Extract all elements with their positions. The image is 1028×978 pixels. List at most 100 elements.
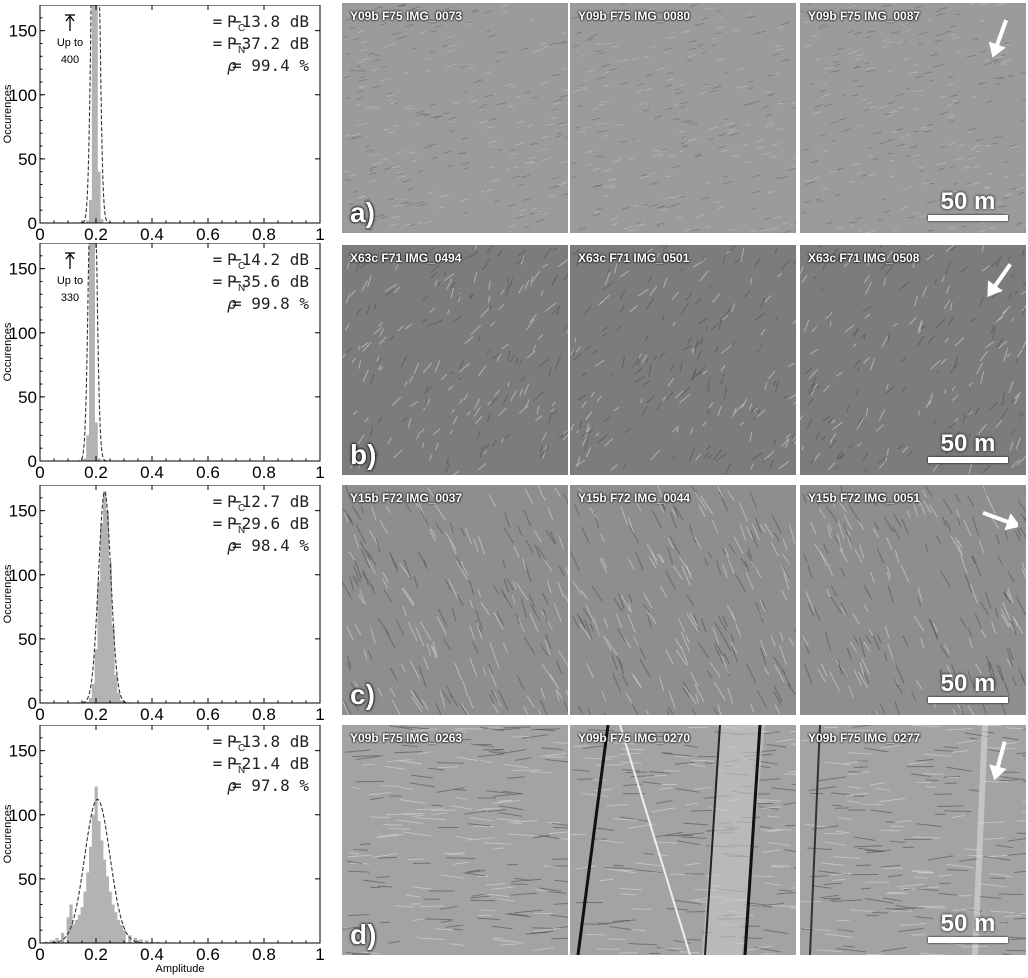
- surface-ridge: [913, 836, 940, 839]
- surface-ridge: [458, 362, 470, 373]
- surface-ridge: [997, 556, 1003, 565]
- surface-ridge: [421, 113, 428, 116]
- surface-ridge: [708, 284, 713, 288]
- surface-ridge: [793, 222, 796, 225]
- surface-ridge: [355, 68, 364, 72]
- surface-ridge: [678, 84, 685, 87]
- surface-ridge: [533, 48, 543, 53]
- surface-ridge: [368, 52, 375, 56]
- surface-ridge: [510, 390, 517, 402]
- surface-ridge: [661, 245, 665, 247]
- surface-ridge: [435, 702, 442, 715]
- surface-ridge: [844, 324, 855, 333]
- surface-ridge: [511, 878, 542, 883]
- surface-ridge: [843, 514, 853, 530]
- surface-ridge: [519, 388, 524, 397]
- surface-ridge: [571, 161, 578, 165]
- surface-ridge: [993, 60, 1001, 63]
- surface-ridge: [1006, 658, 1012, 668]
- arrow-group: [987, 263, 1012, 298]
- surface-ridge: [756, 30, 767, 34]
- surface-ridge: [818, 245, 822, 249]
- surface-ridge: [678, 130, 686, 133]
- surface-ridge: [468, 294, 474, 298]
- surface-ridge: [578, 84, 585, 87]
- surface-ridge: [957, 143, 967, 148]
- surface-ridge: [661, 148, 668, 151]
- surface-ridge: [360, 69, 367, 73]
- surface-ridge: [802, 148, 811, 151]
- surface-ridge: [620, 270, 630, 278]
- y-tick-label: 0: [28, 214, 37, 233]
- surface-ridge: [865, 36, 873, 39]
- surface-ridge: [948, 142, 955, 146]
- surface-ridge: [578, 85, 585, 88]
- surface-ridge: [760, 228, 767, 232]
- surface-ridge: [523, 705, 529, 715]
- surface-ridge: [885, 448, 889, 462]
- surface-ridge: [1003, 347, 1008, 362]
- surface-ridge: [585, 38, 593, 41]
- surface-ridge: [726, 130, 736, 135]
- surface-ridge: [409, 401, 418, 407]
- surface-ridge: [415, 112, 425, 117]
- surface-ridge: [345, 12, 355, 16]
- surface-ridge: [557, 121, 567, 125]
- surface-ridge: [658, 149, 667, 153]
- histogram-bar: [89, 243, 93, 461]
- surface-ridge: [520, 208, 527, 212]
- surface-ridge: [577, 227, 587, 231]
- crevasse-line: [704, 725, 721, 955]
- surface-ridge: [680, 303, 689, 316]
- surface-image-tile: Y15b F72 IMG_0051 50 m: [800, 485, 1026, 715]
- surface-ridge: [894, 907, 925, 910]
- surface-ridge: [935, 13, 945, 17]
- surface-ridge: [652, 807, 676, 813]
- surface-ridge: [880, 245, 882, 248]
- flow-direction-arrow-icon: [987, 263, 1012, 298]
- surface-ridge: [901, 22, 911, 26]
- surface-ridge: [880, 262, 887, 270]
- surface-ridge: [483, 10, 492, 14]
- surface-ridge: [416, 170, 424, 173]
- surface-ridge: [362, 341, 372, 352]
- surface-ridge: [606, 868, 637, 874]
- surface-ridge: [627, 614, 636, 633]
- surface-ridge: [887, 331, 891, 343]
- y-tick-label: 150: [9, 260, 37, 279]
- surface-ridge: [866, 230, 875, 233]
- surface-ridge: [621, 674, 629, 687]
- x-tick-label: 0.4: [140, 225, 164, 244]
- surface-ridge: [992, 136, 1002, 139]
- surface-ridge: [828, 462, 836, 470]
- surface-ridge: [497, 102, 507, 105]
- surface-ridge: [445, 63, 456, 68]
- surface-ridge: [526, 350, 536, 359]
- surface-ridge: [739, 421, 745, 426]
- surface-ridge: [445, 924, 464, 928]
- histogram-bar: [119, 925, 123, 943]
- surface-ridge: [511, 595, 516, 604]
- surface-ridge: [488, 668, 497, 687]
- surface-ridge: [877, 455, 888, 464]
- surface-ridge: [349, 576, 355, 592]
- surface-ridge: [878, 141, 887, 145]
- surface-ridge: [883, 652, 888, 662]
- surface-ridge: [680, 105, 685, 108]
- surface-ridge: [504, 726, 531, 729]
- surface-ridge: [427, 486, 434, 498]
- surface-image-tile: Y09b F75 IMG_0263 d): [342, 725, 568, 955]
- surface-ridge: [513, 545, 520, 558]
- surface-ridge: [356, 85, 366, 89]
- surface-ridge: [747, 945, 772, 951]
- surface-ridge: [944, 810, 972, 813]
- surface-ridge: [367, 275, 372, 288]
- surface-ridge: [938, 892, 957, 896]
- surface-ridge: [378, 618, 390, 635]
- surface-ridge: [619, 887, 642, 891]
- stat-symbol: P: [227, 492, 237, 511]
- surface-ridge: [750, 277, 753, 285]
- surface-ridge: [822, 82, 827, 85]
- surface-ridge: [881, 864, 901, 868]
- surface-ridge: [601, 63, 611, 68]
